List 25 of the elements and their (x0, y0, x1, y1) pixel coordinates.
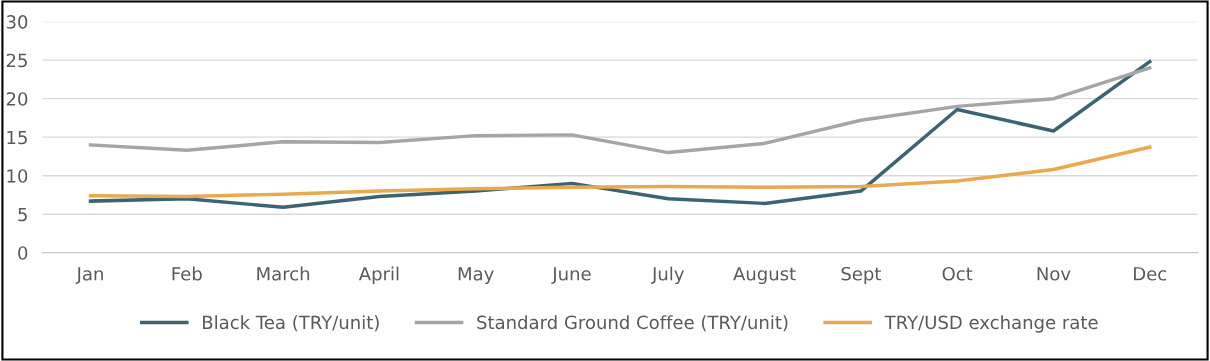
x-tick-label: May (458, 267, 494, 285)
y-tick-label: 5 (18, 207, 27, 222)
x-tick-label: June (551, 267, 591, 284)
y-tick-label: 30 (6, 15, 28, 29)
y-tick-label: 10 (7, 169, 28, 183)
y-tick-label: 15 (7, 130, 27, 145)
x-tick-label: Dec (1134, 267, 1167, 281)
line-series (88, 145, 1152, 199)
line-series (88, 59, 1152, 209)
x-tick-label: Sept (841, 266, 881, 285)
x-tick-label: August (733, 267, 796, 285)
x-tick-label: March (257, 266, 310, 281)
legend-label: Black Tea (TRY/unit) (203, 315, 379, 332)
x-tick-label: April (358, 266, 399, 285)
line-series (88, 66, 1152, 155)
x-tick-label: July (651, 266, 684, 285)
y-tick-label: 20 (6, 92, 28, 106)
x-tick-label: Oct (942, 266, 973, 281)
y-tick-label: 25 (6, 53, 27, 68)
x-tick-label: Nov (1037, 267, 1071, 281)
legend-label: TRY/USD exchange rate (884, 315, 1098, 333)
y-tick-label: 0 (18, 246, 28, 260)
x-tick-label: Feb (172, 266, 202, 281)
x-tick-label: Jan (75, 267, 103, 284)
legend-label: Standard Ground Coffee (TRY/unit) (477, 315, 788, 332)
